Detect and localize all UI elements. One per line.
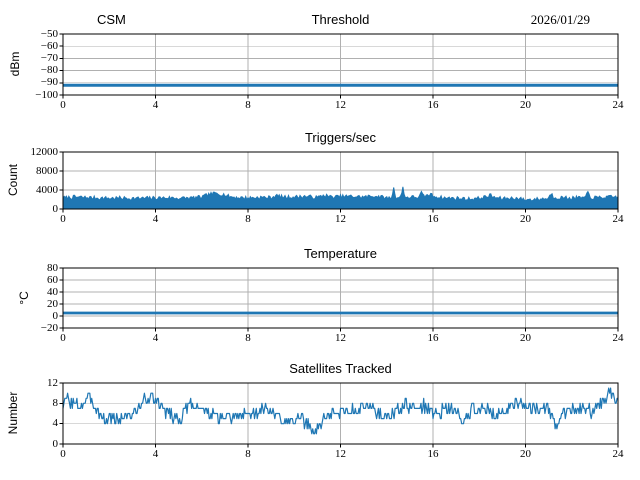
x-tick-label: 0 bbox=[60, 448, 66, 460]
x-tick-label: 8 bbox=[245, 99, 251, 111]
x-tick-label: 4 bbox=[152, 99, 159, 111]
device-label: CSM bbox=[97, 12, 126, 27]
y-tick-label: 4 bbox=[52, 417, 59, 430]
x-tick-label: 0 bbox=[60, 332, 66, 344]
x-tick-label: 16 bbox=[427, 99, 439, 111]
y-tick-label: 12000 bbox=[30, 145, 59, 158]
x-tick-label: 4 bbox=[152, 332, 159, 344]
y-tick-label: 8 bbox=[52, 396, 59, 409]
chart-title-temperature: Temperature bbox=[304, 246, 377, 261]
y-tick-label: −80 bbox=[40, 64, 58, 77]
x-tick-label: 12 bbox=[335, 448, 346, 460]
x-tick-label: 24 bbox=[612, 99, 624, 111]
x-tick-label: 12 bbox=[335, 213, 346, 225]
x-tick-label: 4 bbox=[152, 213, 159, 225]
x-tick-label: 20 bbox=[520, 332, 531, 344]
y-tick-label: −60 bbox=[40, 39, 58, 52]
y-tick-label: 12 bbox=[47, 376, 58, 389]
y-tick-label: 0 bbox=[52, 202, 59, 215]
x-tick-label: 8 bbox=[245, 332, 251, 344]
x-tick-label: 24 bbox=[612, 448, 624, 460]
x-tick-label: 8 bbox=[245, 213, 251, 225]
y-tick-label: 0 bbox=[52, 309, 59, 322]
x-tick-label: 0 bbox=[60, 99, 66, 111]
x-tick-label: 16 bbox=[427, 448, 439, 460]
y-tick-label: 20 bbox=[47, 297, 58, 310]
y-tick-label: −90 bbox=[40, 76, 58, 89]
chart-title-triggers: Triggers/sec bbox=[304, 130, 377, 145]
date-label: 2026/01/29 bbox=[530, 12, 590, 27]
x-tick-label: 16 bbox=[427, 332, 439, 344]
y-tick-label: 8000 bbox=[36, 164, 58, 177]
x-tick-label: 20 bbox=[520, 213, 531, 225]
x-tick-label: 24 bbox=[612, 332, 624, 344]
x-tick-label: 16 bbox=[427, 213, 439, 225]
y-tick-label: 4000 bbox=[36, 183, 58, 196]
y-tick-label: −50 bbox=[40, 27, 58, 40]
x-tick-label: 24 bbox=[612, 213, 624, 225]
y-tick-label: 40 bbox=[47, 285, 58, 298]
y-tick-label: 60 bbox=[47, 273, 58, 286]
x-tick-label: 8 bbox=[245, 448, 251, 460]
y-tick-label: 0 bbox=[52, 437, 59, 450]
y-tick-label: 80 bbox=[47, 261, 58, 274]
chart-title-satellites: Satellites Tracked bbox=[289, 361, 392, 376]
y-tick-label: −100 bbox=[35, 88, 58, 101]
x-tick-label: 4 bbox=[152, 448, 159, 460]
x-tick-label: 0 bbox=[60, 213, 66, 225]
x-tick-label: 20 bbox=[520, 448, 531, 460]
chart-title-threshold: Threshold bbox=[311, 12, 370, 27]
x-tick-label: 12 bbox=[335, 99, 346, 111]
x-tick-label: 20 bbox=[520, 99, 531, 111]
x-tick-label: 12 bbox=[335, 332, 346, 344]
y-tick-label: −70 bbox=[40, 51, 58, 64]
y-tick-label: −20 bbox=[40, 321, 58, 334]
